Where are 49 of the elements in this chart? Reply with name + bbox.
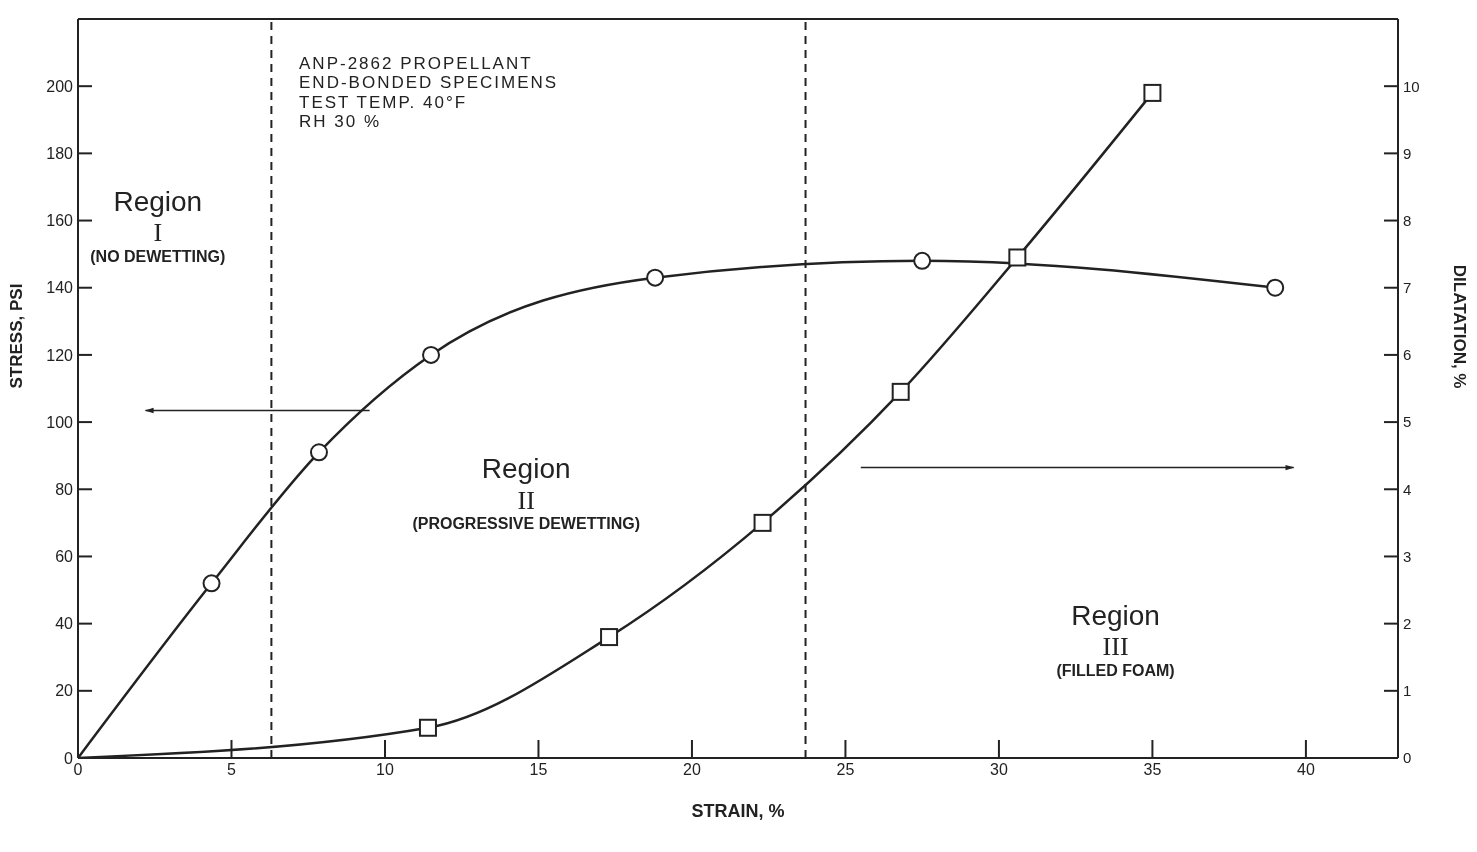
y2-tick-label: 7: [1403, 279, 1412, 297]
annotation: ANP-2862 PROPELLANT END-BONDED SPECIMENS TEST TEMP. 40°F RH 30 %: [299, 53, 559, 132]
y2-axis-title: DILATATION, %: [1449, 264, 1469, 389]
y2-tick-label: 4: [1403, 480, 1412, 498]
y-tick-label: 60: [55, 548, 74, 566]
y2-tick-label: 9: [1403, 144, 1412, 162]
point: [422, 345, 441, 364]
y2-tick-label: 5: [1403, 413, 1412, 431]
y2-tick-label: 2: [1403, 614, 1412, 632]
point: [1008, 248, 1027, 267]
y-tick-label: 180: [46, 145, 74, 163]
point: [600, 628, 619, 647]
y-tick-label: 160: [46, 212, 74, 230]
y-tick-label: 40: [55, 615, 74, 633]
annotation: Region II (PROGRESSIVE DEWETTING): [412, 453, 640, 534]
x-tick-label: 20: [683, 761, 701, 779]
point: [913, 251, 932, 270]
y2-tick-label: 3: [1403, 547, 1412, 565]
y-tick-label: 20: [55, 682, 74, 700]
y-tick-label: 140: [46, 279, 74, 297]
point: [309, 443, 328, 462]
point: [418, 718, 437, 737]
point: [202, 574, 221, 593]
annotation: Region III (FILLED FOAM): [1056, 599, 1175, 681]
point: [753, 513, 772, 532]
y-tick-label: 100: [46, 413, 74, 431]
x-axis-title: STRAIN, %: [691, 801, 785, 821]
x-tick-label: 15: [529, 761, 548, 779]
point: [1143, 83, 1162, 102]
y-tick-label: 120: [46, 346, 74, 364]
y2-tick-label: 10: [1403, 77, 1420, 95]
y-tick-label: 200: [46, 77, 74, 95]
annotation: Region I (NO DEWETTING): [90, 185, 226, 267]
y2-tick-label: 8: [1403, 211, 1412, 229]
point: [646, 268, 665, 287]
point: [891, 382, 910, 401]
y2-tick-label: 1: [1403, 682, 1412, 700]
x-tick-label: 5: [227, 761, 237, 779]
y2-tick-label: 6: [1403, 346, 1412, 364]
x-tick-label: 35: [1143, 761, 1162, 779]
x-tick-label: 40: [1297, 761, 1315, 779]
point: [1266, 278, 1285, 297]
y2-tick-label: 0: [1403, 749, 1412, 767]
y-tick-label: 0: [64, 749, 74, 767]
x-tick-label: 30: [990, 761, 1008, 779]
y-tick-label: 80: [55, 480, 74, 498]
x-tick-label: 10: [376, 761, 394, 779]
y-axis-title: STRESS, PSI: [7, 283, 27, 389]
x-tick-label: 25: [836, 761, 855, 779]
